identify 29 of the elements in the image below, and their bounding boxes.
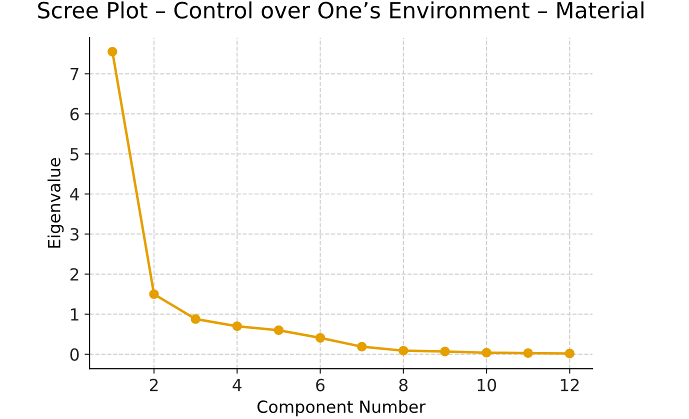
x-tick-label: 10 [478, 378, 496, 392]
y-tick-label: 4 [70, 188, 79, 200]
y-tick-label: 1 [71, 308, 78, 321]
x-axis-title: Component Number [257, 400, 426, 416]
y-tick-label: 6 [70, 108, 79, 120]
point [274, 325, 284, 336]
point [315, 333, 326, 343]
x-tick-label: 8 [399, 378, 408, 392]
x-tick-label: 6 [316, 378, 325, 392]
y-tick-label: 0 [70, 348, 79, 361]
point [440, 346, 450, 356]
point [564, 348, 575, 358]
point [398, 346, 408, 356]
point [149, 289, 159, 300]
point [482, 348, 492, 358]
point [232, 321, 242, 332]
x-tick-label: 12 [560, 378, 579, 392]
y-tick-label: 2 [70, 268, 78, 280]
y-tick-label: 3 [70, 228, 79, 241]
y-axis-title: Eigenvalue [48, 158, 64, 248]
x-tick-label: 4 [232, 378, 242, 392]
point [523, 348, 533, 358]
point [108, 46, 118, 57]
chart-title: Scree Plot – Control over One’s Environment – Material [38, 1, 644, 19]
y-tick-label: 5 [70, 148, 78, 160]
point [356, 342, 367, 352]
y-tick-label: 7 [70, 68, 78, 80]
point [190, 314, 200, 324]
x-tick-label: 2 [150, 378, 158, 392]
